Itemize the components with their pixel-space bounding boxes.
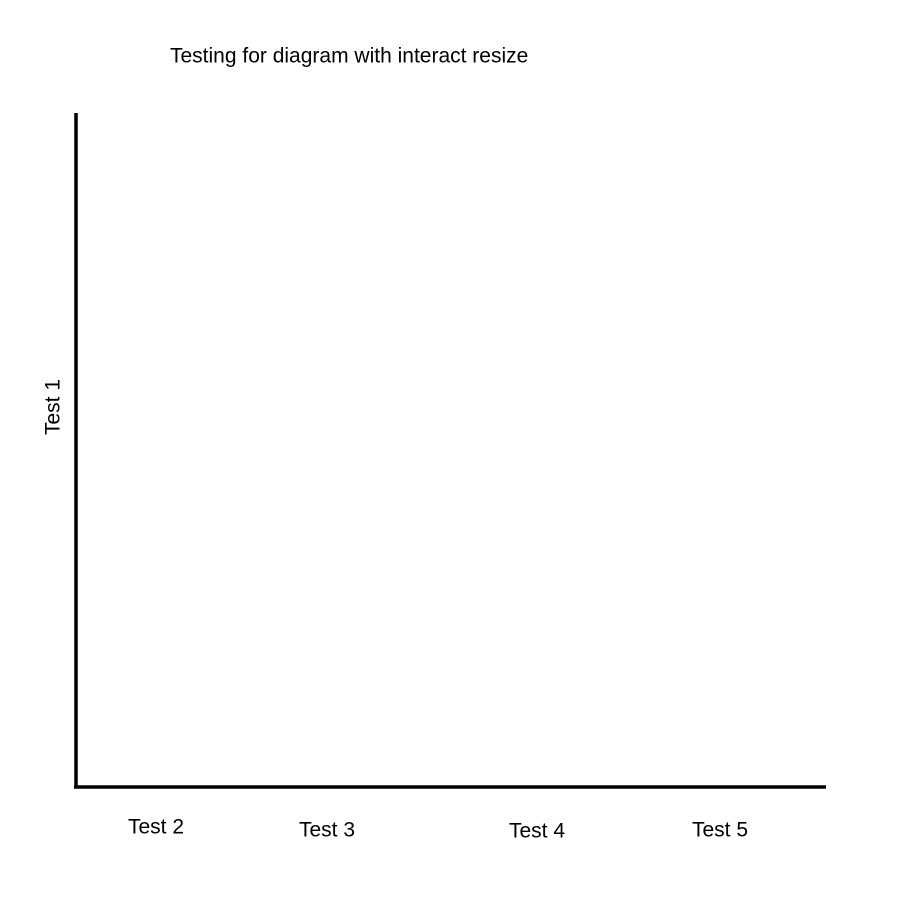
- title: Testing for diagram with interact resize: [170, 45, 528, 68]
- x-label: Test 4: [509, 820, 565, 843]
- x-label: Test 3: [299, 819, 355, 842]
- y-axis-label: Test 1: [42, 379, 65, 435]
- x-label: Test 5: [692, 819, 748, 842]
- x-label: Test 2: [128, 816, 184, 839]
